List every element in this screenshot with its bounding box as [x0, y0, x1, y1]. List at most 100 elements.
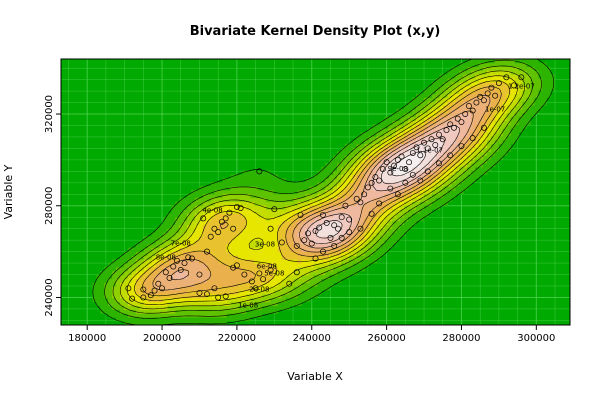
density-cell [388, 243, 393, 249]
density-cell [360, 247, 366, 253]
density-cell [246, 278, 251, 283]
density-cell [329, 201, 334, 206]
density-cell [293, 239, 299, 245]
density-cell [226, 178, 231, 183]
density-cell [443, 162, 448, 168]
density-cell [301, 239, 306, 245]
density-cell [490, 105, 496, 110]
density-cell [313, 236, 318, 241]
density-cell [376, 201, 381, 206]
density-cell [305, 201, 310, 206]
density-cell [392, 189, 397, 195]
density-cell [542, 81, 547, 87]
density-cell [317, 197, 322, 202]
density-cell [479, 135, 484, 141]
density-cell [463, 89, 468, 94]
density-cell [404, 209, 409, 214]
density-cell [163, 255, 168, 260]
density-cell [206, 243, 212, 249]
density-cell [494, 59, 500, 64]
density-cell [490, 132, 496, 137]
density-cell [498, 59, 504, 64]
density-cell [218, 255, 224, 260]
density-cell [439, 201, 445, 206]
density-cell [415, 143, 421, 148]
density-cell [171, 290, 176, 295]
density-cell [183, 236, 188, 241]
density-cell [238, 286, 243, 291]
data-point [196, 271, 203, 278]
density-cell [502, 128, 508, 133]
density-cell [222, 186, 228, 191]
density-cell [439, 135, 445, 141]
density-cell [352, 213, 358, 218]
density-cell [368, 186, 374, 191]
density-cell [250, 197, 255, 202]
density-cell [210, 201, 216, 206]
density-cell [155, 320, 160, 325]
density-cell [455, 174, 460, 179]
density-cell [400, 116, 405, 121]
density-cell [151, 320, 156, 325]
density-cell [222, 255, 228, 260]
density-cell [242, 278, 247, 283]
density-cell [408, 189, 413, 195]
density-cell [202, 320, 208, 325]
density-cell [175, 201, 180, 206]
density-cell [321, 213, 326, 218]
density-cell [273, 243, 279, 249]
density-cell [171, 297, 176, 303]
density-cell [348, 266, 354, 272]
density-cell [400, 174, 405, 179]
density-cell [404, 193, 409, 199]
density-cell [198, 251, 204, 256]
density-cell [119, 301, 125, 307]
density-cell [423, 112, 429, 118]
density-cell [269, 274, 275, 280]
density-cell [167, 313, 172, 318]
density-cell [234, 297, 239, 303]
density-cell [258, 293, 263, 299]
density-cell [490, 139, 496, 145]
density-cell [234, 174, 239, 179]
density-cell [155, 293, 160, 299]
density-cell [411, 132, 417, 137]
density-cell [376, 243, 381, 249]
density-cell [490, 81, 496, 87]
density-cell [534, 66, 539, 71]
density-cell [388, 170, 393, 175]
density-cell [230, 189, 235, 195]
density-cell [123, 309, 129, 314]
density-cell [471, 62, 476, 68]
density-cell [344, 193, 350, 199]
density-cell [482, 155, 488, 160]
density-cell [542, 89, 547, 94]
density-cell [175, 293, 180, 299]
density-cell [471, 151, 476, 156]
density-cell [356, 209, 362, 214]
density-cell [431, 101, 437, 106]
density-cell [285, 282, 291, 287]
density-cell [262, 228, 267, 233]
density-cell [388, 178, 393, 183]
density-cell [194, 274, 200, 280]
density-cell [415, 197, 421, 202]
density-cell [344, 170, 350, 175]
density-cell [376, 205, 381, 210]
density-cell [396, 174, 401, 179]
density-cell [179, 270, 184, 276]
density-cell [372, 201, 377, 206]
density-cell [479, 70, 484, 75]
density-cell [250, 216, 255, 222]
density-cell [317, 216, 322, 222]
data-point [140, 286, 147, 293]
density-cell [348, 166, 354, 172]
density-cell [329, 159, 334, 164]
density-cell [463, 101, 468, 106]
density-cell [265, 228, 271, 233]
density-cell [348, 201, 354, 206]
density-cell [293, 205, 299, 210]
density-cell [451, 105, 456, 110]
density-cell [222, 178, 228, 183]
density-cell [258, 297, 263, 303]
